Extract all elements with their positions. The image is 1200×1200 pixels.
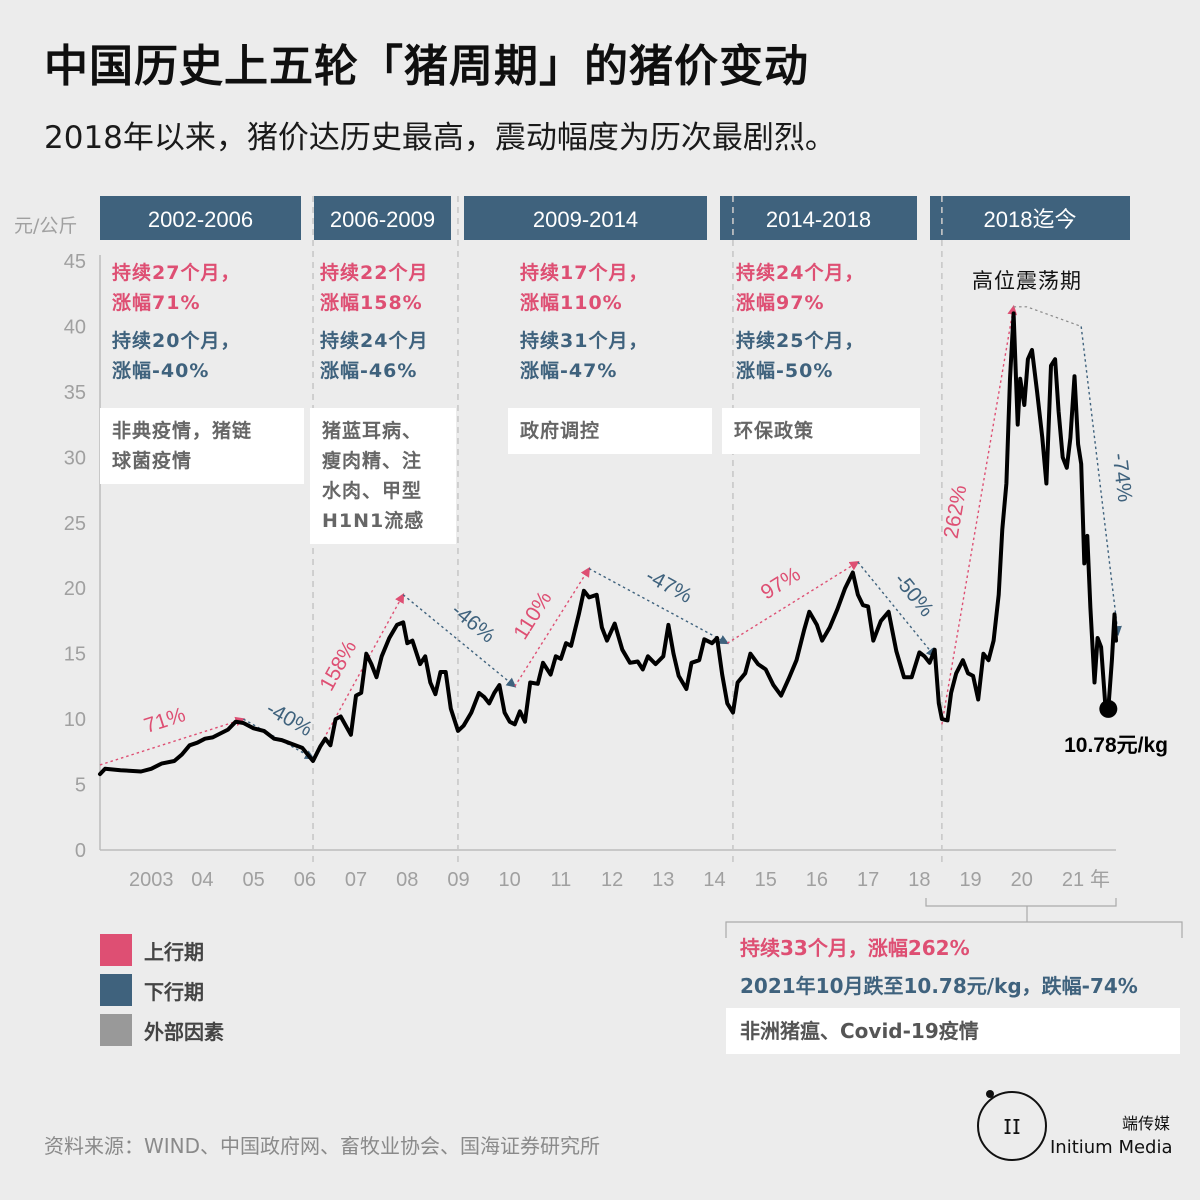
x-tick-label: 05 xyxy=(243,869,265,891)
cycle-1-down-text: 持续20个月， 涨幅-40% xyxy=(112,330,241,382)
chart-title: 中国历史上五轮「猪周期」的猪价变动 xyxy=(44,41,809,92)
trend-label-up: 158% xyxy=(315,637,361,695)
x-tick-label: 19 xyxy=(959,869,981,891)
cycle-header-4 xyxy=(720,196,917,240)
trend-label-down: -50% xyxy=(889,569,938,622)
cycle-2-up-text: 持续22个月 涨幅158% xyxy=(320,262,429,314)
x-tick-label: 21 xyxy=(1062,869,1084,891)
period-bracket-axis xyxy=(925,898,1117,907)
cycle-4-external-text: 环保政策 xyxy=(722,408,920,454)
x-tick-label: 08 xyxy=(396,869,418,891)
initium-logo-icon: 𝖨𝖨 xyxy=(977,1090,1047,1161)
y-tick-label: 0 xyxy=(75,840,86,862)
period-bracket-box xyxy=(725,921,1183,938)
cycle-2-down-text: 持续24个月 涨幅-46% xyxy=(320,330,429,382)
legend-swatch-down xyxy=(100,974,132,1006)
cycle-header-1 xyxy=(100,196,301,240)
cycle-5-up-text: 持续33个月，涨幅262% xyxy=(740,936,970,960)
trend-label-up: 97% xyxy=(757,563,805,605)
trend-label-down: -46% xyxy=(447,599,499,648)
x-tick-label: 18 xyxy=(908,869,930,891)
cycle-header-2 xyxy=(314,196,451,240)
legend-label-up: 上行期 xyxy=(144,939,204,964)
cycle-4-down-text: 持续25个月， 涨幅-50% xyxy=(736,330,865,382)
legend-item-external: 外部因素 xyxy=(100,1014,224,1046)
legend-item-down: 下行期 xyxy=(100,974,204,1006)
trend-arrow-down xyxy=(588,567,730,645)
cycle-4-up-text: 持续24个月， 涨幅97% xyxy=(736,262,865,314)
trend-arrow-up xyxy=(514,566,591,687)
trend-label-down: -74% xyxy=(1108,452,1137,503)
cycle-3-down-text: 持续31个月， 涨幅-47% xyxy=(520,330,649,382)
trend-label-up: 110% xyxy=(509,587,556,643)
trend-label-up: 71% xyxy=(141,703,188,738)
high-phase-bracket xyxy=(1013,306,1082,328)
latest-price-label: 10.78元/kg xyxy=(1064,734,1168,757)
y-tick-label: 20 xyxy=(64,578,86,600)
latest-price-point xyxy=(1099,699,1118,718)
cycle-5-external-text: 非洲猪瘟、Covid-19疫情 xyxy=(726,1008,1180,1054)
x-tick-label: 07 xyxy=(345,869,367,891)
y-tick-label: 35 xyxy=(64,382,86,404)
cycle-5-info-box: 持续33个月，涨幅262% 2021年10月跌至10.78元/kg，跌幅-74%… xyxy=(726,922,1182,1054)
x-tick-label: 20 xyxy=(1011,869,1033,891)
y-tick-label: 45 xyxy=(64,251,86,273)
cycle-2-external-text: 猪蓝耳病、 瘦肉精、注 水肉、甲型 H1N1流感 xyxy=(310,408,456,544)
trend-arrow-up xyxy=(726,561,860,644)
legend-label-external: 外部因素 xyxy=(144,1019,224,1044)
trend-arrow-down xyxy=(857,561,936,658)
x-tick-label: 04 xyxy=(191,869,213,891)
x-tick-label: 10 xyxy=(499,869,521,891)
y-axis-label: 元/公斤 xyxy=(14,215,77,237)
svg-text:𝖨𝖨: 𝖨𝖨 xyxy=(1003,1115,1021,1139)
x-tick-label: 11 xyxy=(551,869,572,891)
cycle-1-up-text: 持续27个月， 涨幅71% xyxy=(112,262,241,314)
cycle-header-5 xyxy=(930,196,1130,240)
y-tick-label: 30 xyxy=(64,447,86,469)
x-tick-label: 13 xyxy=(652,869,674,891)
trend-arrow-up xyxy=(312,593,405,759)
trend-label-up: 262% xyxy=(940,483,972,540)
price-line xyxy=(98,311,1118,777)
cycle-header-label-4: 2014-2018 xyxy=(766,207,871,232)
y-tick-label: 15 xyxy=(64,644,86,666)
cycle-3-up-text: 持续17个月， 涨幅110% xyxy=(520,262,649,314)
cycle-header-label-5: 2018迄今 xyxy=(984,207,1077,232)
trend-label-down: -47% xyxy=(642,564,696,608)
y-tick-label: 10 xyxy=(64,709,86,731)
source-note: 资料来源：WIND、中国政府网、畜牧业协会、国海证券研究所 xyxy=(44,1134,601,1158)
y-tick-label: 5 xyxy=(75,775,86,797)
cycle-1-external-text: 非典疫情，猪链 球菌疫情 xyxy=(100,408,304,484)
x-tick-label: 09 xyxy=(447,869,469,891)
cycle-5-phase-label: 高位震荡期 xyxy=(972,269,1082,293)
trend-arrow-down xyxy=(402,594,517,688)
y-tick-label: 25 xyxy=(64,513,86,535)
brand-name-en: Initium Media xyxy=(1050,1137,1173,1158)
x-tick-label: 15 xyxy=(755,869,777,891)
x-tick-label: 17 xyxy=(857,869,879,891)
x-tick-label: 16 xyxy=(806,869,828,891)
legend-swatch-external xyxy=(100,1014,132,1046)
cycle-3-external-text: 政府调控 xyxy=(508,408,712,454)
cycle-header-3 xyxy=(464,196,707,240)
cycle-5-down-text: 2021年10月跌至10.78元/kg，跌幅-74% xyxy=(740,974,1138,998)
x-tick-label: 12 xyxy=(601,869,623,891)
trend-arrow-down xyxy=(1080,326,1122,636)
x-tick-label: 06 xyxy=(294,869,316,891)
brand-name-cn: 端传媒 xyxy=(1122,1114,1171,1133)
legend-label-down: 下行期 xyxy=(144,979,204,1004)
x-tick-label: 2003 xyxy=(129,869,174,891)
chart-subtitle: 2018年以来，猪价达历史最高，震动幅度为历次最剧烈。 xyxy=(44,120,836,156)
trend-arrow-up xyxy=(941,304,1018,725)
x-tick-label: 14 xyxy=(703,869,725,891)
cycle-header-label-3: 2009-2014 xyxy=(533,207,638,232)
cycle-header-label-1: 2002-2006 xyxy=(148,207,253,232)
x-axis-label: 年 xyxy=(1090,868,1110,891)
cycle-header-label-2: 2006-2009 xyxy=(330,207,435,232)
y-tick-label: 40 xyxy=(64,316,86,338)
legend-swatch-up xyxy=(100,934,132,966)
legend-item-up: 上行期 xyxy=(100,934,204,966)
